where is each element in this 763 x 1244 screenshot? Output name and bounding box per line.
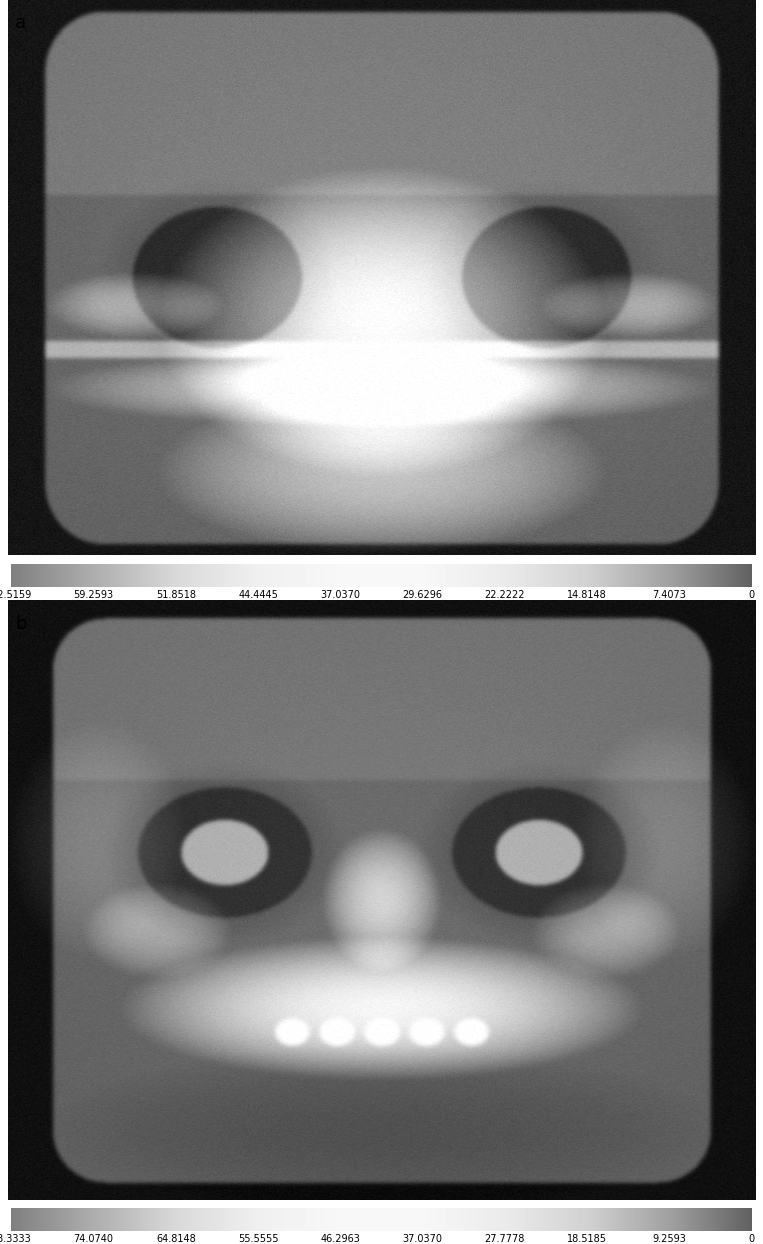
Text: 27.7778: 27.7778 [485, 1234, 525, 1244]
Text: a: a [15, 14, 26, 32]
Text: 64.8148: 64.8148 [156, 1234, 196, 1244]
Text: 51.8518: 51.8518 [156, 590, 196, 600]
Text: 7.4073: 7.4073 [652, 590, 686, 600]
Text: 74.0740: 74.0740 [73, 1234, 114, 1244]
Text: 14.8148: 14.8148 [567, 590, 607, 600]
Text: 37.0370: 37.0370 [320, 590, 360, 600]
Text: 9.2593: 9.2593 [652, 1234, 686, 1244]
Text: 22.2222: 22.2222 [485, 590, 525, 600]
Text: 46.2963: 46.2963 [320, 1234, 360, 1244]
Text: b: b [15, 615, 27, 633]
Text: 59.2593: 59.2593 [73, 590, 114, 600]
Text: 0: 0 [749, 1234, 755, 1244]
Text: 18.5185: 18.5185 [567, 1234, 607, 1244]
Text: 0: 0 [749, 590, 755, 600]
Text: 37.0370: 37.0370 [403, 1234, 443, 1244]
Text: 83.3333: 83.3333 [0, 1234, 31, 1244]
Text: 29.6296: 29.6296 [403, 590, 443, 600]
Text: 44.4445: 44.4445 [238, 590, 278, 600]
Text: 72.5159: 72.5159 [0, 590, 31, 600]
Text: 55.5555: 55.5555 [238, 1234, 278, 1244]
